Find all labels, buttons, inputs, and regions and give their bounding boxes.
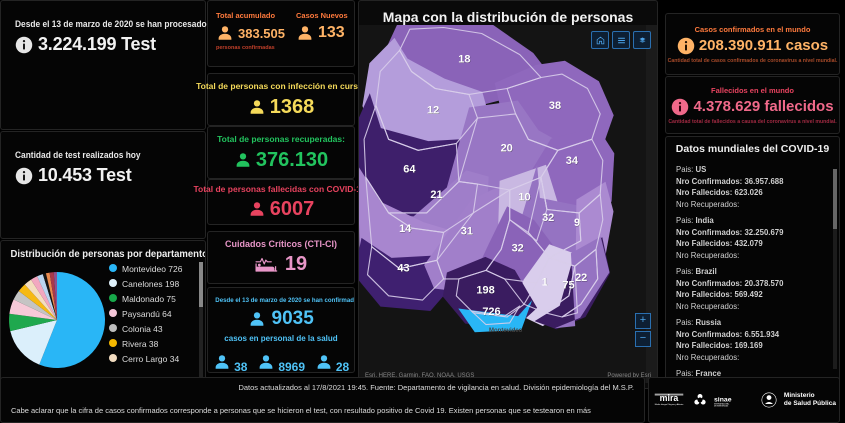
svg-text:64: 64	[403, 164, 416, 176]
svg-text:18: 18	[458, 54, 470, 66]
svg-text:10: 10	[518, 192, 530, 204]
svg-text:sinae: sinae	[714, 396, 732, 403]
svg-text:31: 31	[461, 226, 473, 238]
svg-text:1: 1	[542, 276, 548, 288]
svg-text:198: 198	[476, 285, 494, 297]
svg-text:43: 43	[397, 263, 409, 275]
svg-text:21: 21	[430, 189, 442, 201]
svg-text:20: 20	[501, 143, 513, 155]
svg-text:32: 32	[542, 212, 554, 224]
svg-text:38: 38	[549, 100, 561, 112]
svg-text:726: 726	[482, 306, 500, 318]
svg-text:12: 12	[427, 105, 439, 117]
svg-text:14: 14	[399, 223, 412, 235]
svg-text:22: 22	[575, 272, 587, 284]
svg-text:Medio Integral Seguro y Abiert: Medio Integral Seguro y Abierto	[655, 403, 684, 406]
svg-text:34: 34	[566, 155, 579, 167]
svg-text:32: 32	[512, 242, 524, 254]
svg-text:75: 75	[562, 280, 574, 292]
svg-text:9: 9	[574, 217, 580, 229]
